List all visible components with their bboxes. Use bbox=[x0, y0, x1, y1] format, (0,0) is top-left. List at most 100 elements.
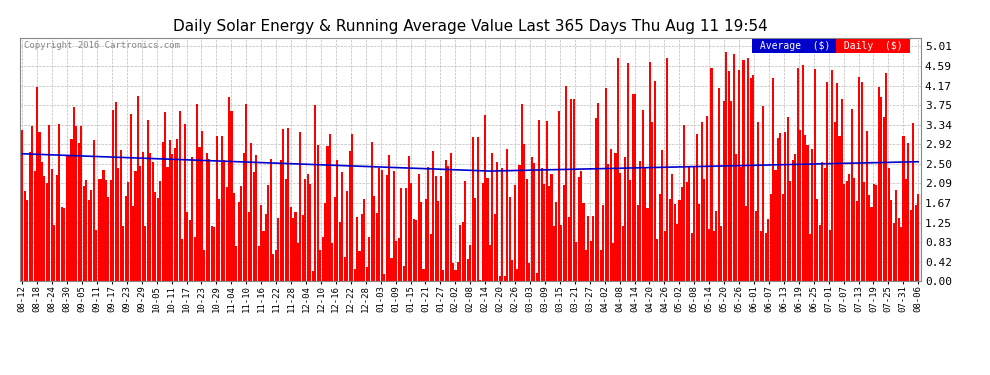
Bar bbox=[858, 77, 860, 281]
Bar bbox=[231, 111, 233, 281]
Bar bbox=[260, 205, 262, 281]
Bar bbox=[509, 197, 511, 281]
Bar bbox=[585, 250, 587, 281]
Title: Daily Solar Energy & Running Average Value Last 365 Days Thu Aug 11 19:54: Daily Solar Energy & Running Average Val… bbox=[173, 18, 767, 33]
Bar bbox=[772, 78, 774, 281]
Bar bbox=[36, 87, 38, 281]
Bar bbox=[883, 117, 885, 281]
Bar bbox=[841, 99, 842, 281]
Bar bbox=[65, 154, 67, 281]
Bar bbox=[749, 78, 751, 281]
Bar bbox=[58, 124, 60, 281]
Bar bbox=[544, 184, 545, 281]
Bar bbox=[68, 154, 70, 281]
Bar bbox=[829, 230, 831, 281]
Bar bbox=[363, 199, 365, 281]
Bar bbox=[246, 104, 248, 281]
Bar bbox=[435, 176, 437, 281]
Bar bbox=[797, 68, 799, 281]
Bar bbox=[777, 138, 779, 281]
Bar bbox=[605, 88, 607, 281]
Bar bbox=[154, 192, 156, 281]
Bar bbox=[388, 155, 390, 281]
Bar bbox=[174, 148, 176, 281]
Bar bbox=[250, 143, 252, 281]
Bar bbox=[203, 251, 206, 281]
Bar bbox=[413, 219, 415, 281]
Bar bbox=[461, 222, 464, 281]
Bar bbox=[449, 153, 451, 281]
Bar bbox=[83, 186, 85, 281]
Bar bbox=[454, 270, 456, 281]
Bar bbox=[668, 200, 670, 281]
Bar bbox=[39, 132, 41, 281]
Bar bbox=[327, 146, 329, 281]
Bar bbox=[671, 174, 673, 281]
Bar bbox=[324, 203, 326, 281]
Bar bbox=[102, 170, 105, 281]
Bar bbox=[730, 101, 733, 281]
Bar bbox=[903, 136, 905, 281]
Bar bbox=[425, 199, 427, 281]
Bar bbox=[836, 82, 839, 281]
Bar bbox=[272, 254, 274, 281]
Text: Daily  ($): Daily ($) bbox=[838, 41, 908, 51]
Bar bbox=[890, 200, 892, 281]
Bar bbox=[661, 150, 663, 281]
Bar bbox=[356, 217, 358, 281]
Bar bbox=[900, 227, 902, 281]
Bar bbox=[486, 177, 488, 281]
Bar bbox=[238, 202, 240, 281]
Bar bbox=[617, 58, 619, 281]
Bar bbox=[562, 186, 565, 281]
Bar bbox=[233, 193, 235, 281]
Bar bbox=[55, 175, 57, 281]
Bar bbox=[651, 122, 653, 281]
Bar bbox=[398, 238, 400, 281]
Bar bbox=[248, 212, 249, 281]
Bar bbox=[322, 237, 324, 281]
Bar bbox=[145, 226, 147, 281]
Bar bbox=[294, 212, 297, 281]
Bar bbox=[804, 135, 806, 281]
Bar bbox=[115, 102, 117, 281]
Bar bbox=[270, 159, 272, 281]
Bar bbox=[189, 220, 191, 281]
Bar bbox=[905, 179, 907, 281]
Bar bbox=[767, 219, 769, 281]
Bar bbox=[640, 160, 642, 281]
Bar bbox=[275, 250, 277, 281]
Bar bbox=[339, 222, 341, 281]
Bar bbox=[433, 151, 435, 281]
Text: Average  ($): Average ($) bbox=[754, 41, 837, 51]
Bar bbox=[117, 168, 120, 281]
Bar bbox=[870, 207, 872, 281]
Bar bbox=[782, 194, 784, 281]
Bar bbox=[287, 128, 289, 281]
Bar bbox=[226, 188, 228, 281]
Bar bbox=[277, 217, 279, 281]
Bar bbox=[181, 239, 183, 281]
Bar bbox=[784, 132, 786, 281]
Bar bbox=[688, 166, 690, 281]
Bar bbox=[201, 131, 203, 281]
Bar bbox=[721, 226, 723, 281]
Bar bbox=[132, 206, 134, 281]
Bar bbox=[282, 129, 284, 281]
Bar bbox=[683, 125, 685, 281]
Bar bbox=[262, 231, 264, 281]
Bar bbox=[865, 131, 867, 281]
Bar bbox=[410, 183, 412, 281]
Bar bbox=[824, 168, 826, 281]
Bar bbox=[653, 81, 656, 281]
Bar bbox=[600, 251, 602, 281]
Bar bbox=[90, 190, 92, 281]
Bar bbox=[307, 174, 309, 281]
Bar bbox=[120, 150, 122, 281]
Bar bbox=[531, 157, 533, 281]
Bar bbox=[875, 186, 877, 281]
Bar bbox=[514, 184, 516, 281]
Bar bbox=[698, 204, 700, 281]
Bar bbox=[88, 200, 90, 281]
Bar bbox=[457, 262, 459, 281]
